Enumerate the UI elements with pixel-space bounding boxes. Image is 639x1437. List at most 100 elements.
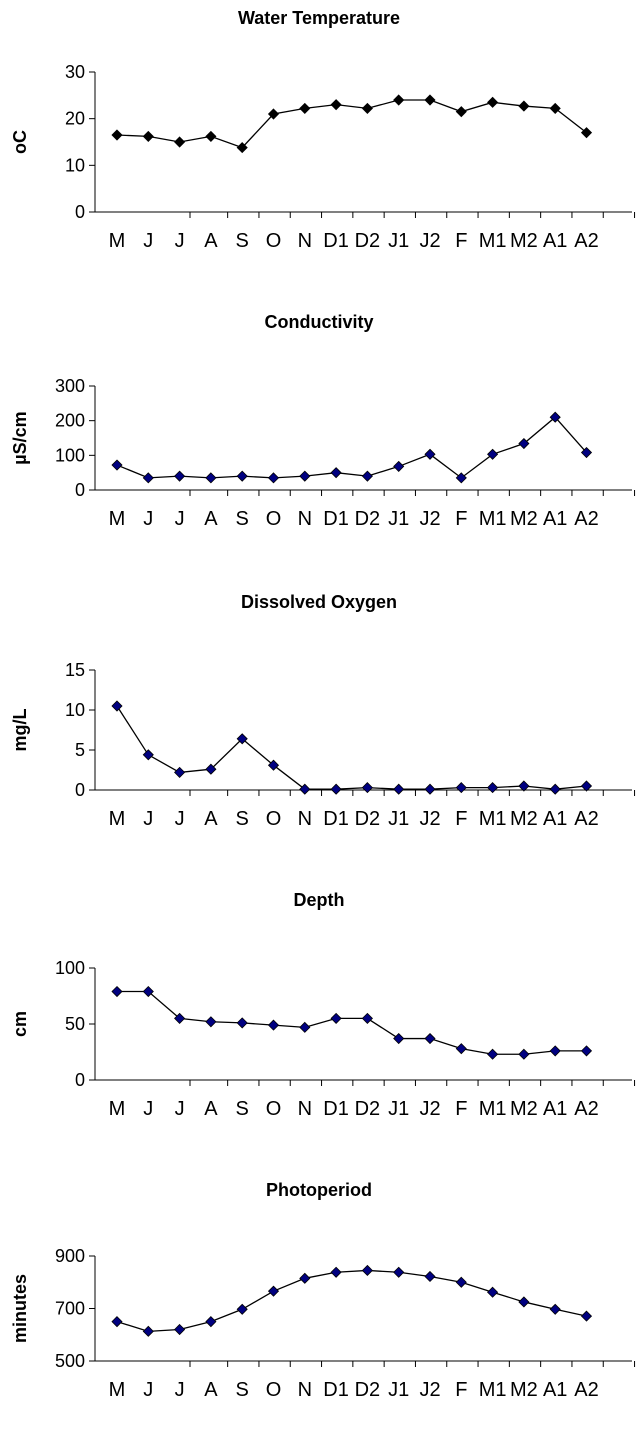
data-point [455, 1276, 467, 1288]
x-tick-label: M1 [479, 230, 507, 252]
data-point [205, 1016, 217, 1028]
x-tick-label: M [109, 808, 126, 830]
data-point [205, 472, 217, 484]
y-tick-label: 900 [55, 1246, 85, 1266]
y-axis-label: minutes [10, 1274, 30, 1343]
x-tick-label: J [175, 1098, 185, 1120]
data-point [424, 1032, 436, 1045]
y-tick-label: 10 [65, 155, 85, 175]
x-tick-label: A1 [543, 508, 567, 530]
x-tick-label: J2 [419, 230, 440, 252]
y-tick-label: 15 [65, 660, 85, 680]
x-tick-label: J [175, 1379, 185, 1401]
data-point [174, 1012, 186, 1024]
data-point [267, 472, 280, 484]
y-axis-label: cm [10, 1011, 30, 1037]
y-tick-label: 100 [55, 445, 85, 465]
data-point [393, 1266, 405, 1278]
x-tick-label: M1 [479, 508, 507, 530]
data-point [267, 1019, 280, 1031]
data-point [393, 460, 405, 472]
x-tick-label: J1 [388, 1379, 409, 1401]
x-tick-label: N [298, 1379, 312, 1401]
x-tick-label: J1 [388, 808, 409, 830]
data-point [393, 94, 405, 106]
x-tick-label: D1 [323, 808, 349, 830]
x-tick-label: J1 [388, 1098, 409, 1120]
x-tick-label: A1 [543, 1098, 567, 1120]
y-tick-label: 10 [65, 700, 85, 720]
x-tick-label: A2 [574, 230, 598, 252]
data-point [361, 470, 373, 482]
chart-title: Dissolved Oxygen [241, 592, 397, 612]
data-point [580, 1045, 593, 1057]
x-tick-label: D2 [355, 1379, 381, 1401]
data-point [205, 1316, 217, 1328]
x-tick-label: S [236, 1379, 249, 1401]
x-tick-label: A1 [543, 808, 567, 830]
x-tick-label: A [204, 1098, 218, 1120]
data-point [580, 127, 593, 139]
data-point [424, 94, 436, 106]
data-point [393, 783, 405, 795]
data-point [111, 459, 123, 471]
data-point [299, 102, 311, 114]
data-point [330, 99, 342, 111]
x-tick-label: M [109, 230, 126, 252]
data-point [487, 448, 499, 460]
x-tick-label: A2 [574, 1098, 598, 1120]
data-point [236, 142, 248, 154]
x-tick-label: M [109, 1379, 126, 1401]
series-line [116, 705, 587, 790]
x-tick-label: J1 [388, 508, 409, 530]
y-axis-label: µS/cm [10, 411, 30, 464]
x-tick-label: N [298, 808, 312, 830]
data-point [267, 759, 280, 771]
data-point [299, 1021, 311, 1033]
data-point [205, 763, 217, 775]
x-tick-label: F [455, 230, 467, 252]
y-axis-label: oC [10, 130, 30, 154]
x-tick-label: A [204, 508, 218, 530]
y-tick-label: 0 [75, 1070, 85, 1090]
data-point [487, 96, 499, 108]
x-tick-label: D2 [355, 230, 381, 252]
data-point [455, 472, 467, 484]
data-point [518, 437, 530, 450]
y-tick-label: 0 [75, 480, 85, 500]
data-point [299, 470, 311, 482]
x-tick-label: S [236, 508, 249, 530]
data-point [205, 130, 217, 142]
data-point [549, 1045, 561, 1057]
data-point [487, 782, 499, 794]
series-line [116, 1269, 587, 1332]
data-point [142, 985, 154, 998]
data-point [424, 448, 436, 460]
data-point [142, 130, 154, 142]
data-point [580, 446, 593, 459]
chart-title: Depth [294, 890, 345, 910]
data-point [455, 106, 467, 118]
data-point [236, 470, 248, 482]
data-point [142, 1325, 154, 1337]
series-line [116, 416, 587, 479]
data-point [518, 1048, 530, 1060]
x-tick-label: D1 [323, 1379, 349, 1401]
x-tick-label: J [143, 508, 153, 530]
x-tick-label: N [298, 508, 312, 530]
x-tick-label: J [143, 1098, 153, 1120]
x-tick-label: O [266, 1098, 282, 1120]
x-tick-label: F [455, 508, 467, 530]
x-tick-label: S [236, 808, 249, 830]
x-tick-label: D2 [355, 808, 381, 830]
x-tick-label: S [236, 1098, 249, 1120]
data-point [455, 782, 467, 794]
data-point [236, 733, 248, 745]
data-point [111, 1316, 123, 1328]
data-point [361, 1012, 373, 1024]
data-point [174, 136, 186, 148]
y-tick-label: 20 [65, 109, 85, 129]
series-line [116, 99, 587, 149]
